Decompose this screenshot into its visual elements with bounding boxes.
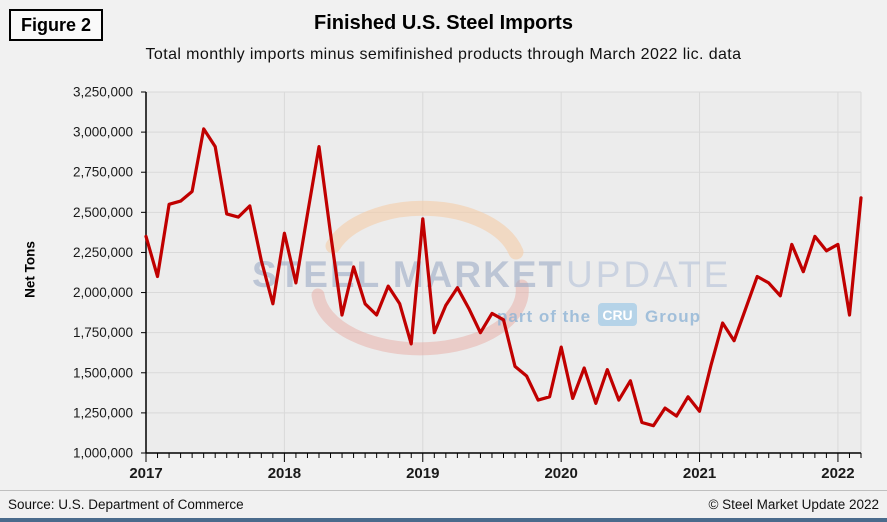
copyright-note: © Steel Market Update 2022 (708, 497, 879, 512)
source-note: Source: U.S. Department of Commerce (8, 497, 244, 512)
y-tick-label: 1,000,000 (73, 446, 133, 461)
cru-logo-badge (598, 303, 637, 326)
y-tick-label: 2,500,000 (73, 205, 133, 220)
y-axis-title: Net Tons (22, 241, 38, 298)
chart-subtitle: Total monthly imports minus semifinished… (145, 46, 742, 63)
watermark-swoosh-bottom (311, 279, 529, 356)
x-year-label: 2017 (129, 465, 162, 482)
footer-accent-bar (0, 518, 887, 522)
x-year-label: 2022 (821, 465, 854, 482)
y-tick-label: 3,000,000 (73, 125, 133, 140)
footer-divider (0, 490, 887, 491)
y-tick-label: 1,750,000 (73, 325, 133, 340)
watermark-brand-bold: STEEL MARKET (252, 254, 563, 295)
y-tick-label: 1,250,000 (73, 405, 133, 420)
y-tick-label: 2,750,000 (73, 165, 133, 180)
watermark-swoosh-top (325, 200, 524, 260)
y-tick-label: 2,250,000 (73, 245, 133, 260)
cru-logo-text: CRU (602, 307, 632, 323)
line-chart: 1,000,000 1,250,000 1,500,000 1,750,000 2,00… (73, 85, 863, 482)
figure-badge: Figure 2 (9, 9, 103, 41)
watermark-tagline-prefix: part of the (497, 307, 591, 326)
watermark-brand-light: UPDATE (566, 254, 731, 295)
y-tick-label: 1,500,000 (73, 365, 133, 380)
x-year-label: 2019 (406, 465, 439, 482)
x-year-label: 2021 (683, 465, 716, 482)
chart-title: Finished U.S. Steel Imports (314, 12, 573, 34)
y-tick-label: 3,250,000 (73, 85, 133, 100)
x-year-label: 2020 (544, 465, 577, 482)
y-tick-label: 2,000,000 (73, 285, 133, 300)
x-year-label: 2018 (268, 465, 301, 482)
watermark-tagline-suffix: Group (645, 307, 701, 326)
imports-data-line (144, 127, 863, 428)
